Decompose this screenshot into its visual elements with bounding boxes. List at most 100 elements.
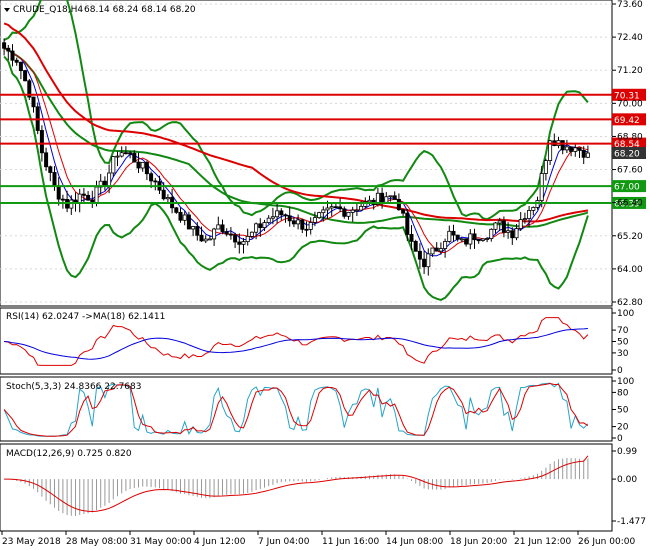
candle-body — [501, 220, 506, 233]
time-label: 26 Jun 00:00 — [578, 537, 635, 547]
macd-tick-label: 0.00 — [617, 475, 637, 485]
candle-body — [531, 207, 536, 211]
candle-body — [333, 206, 338, 209]
price-level-badge — [612, 147, 646, 159]
candle-body — [258, 223, 263, 229]
price-tick-label: 71.20 — [617, 66, 643, 76]
candle-body — [434, 247, 439, 252]
dropdown-triangle-icon[interactable] — [4, 8, 10, 12]
time-label: 31 May 00:00 — [130, 537, 192, 547]
macd-label: MACD(12,26,9) 0.725 0.820 — [6, 449, 132, 459]
candle-body — [543, 160, 548, 174]
candle-body — [560, 140, 565, 151]
candle-body — [31, 96, 36, 108]
candle-body — [472, 233, 477, 241]
candle-body — [228, 233, 233, 236]
price-level-badge — [612, 137, 646, 150]
macd-panel[interactable]: MACD(12,26,9) 0.725 0.820 — [0, 443, 613, 532]
symbol-label: CRUDE_Q18,H4 — [13, 5, 83, 15]
candle-body — [287, 215, 292, 222]
candle-body — [367, 199, 372, 203]
candle-body — [52, 172, 57, 187]
candle-body — [249, 231, 254, 237]
candle-body — [338, 206, 343, 210]
candle-body — [111, 156, 116, 174]
price-level-badge — [612, 180, 646, 193]
candle-body — [136, 161, 141, 169]
candle-body — [422, 258, 427, 268]
candle-body — [304, 228, 309, 231]
candle-body — [195, 226, 200, 236]
price-tick-label: 70.00 — [617, 99, 643, 109]
candle-body — [86, 194, 91, 201]
candle-body — [48, 166, 53, 173]
candle-body — [10, 50, 15, 61]
time-label: 18 Jun 20:00 — [450, 537, 507, 547]
price-axis: 73.60 72.40 71.20 70.00 68.80 67.60 66.40 65.20… — [612, 0, 643, 308]
candle-body — [161, 189, 166, 200]
candle-body — [132, 152, 137, 163]
candle-body — [426, 253, 431, 268]
candle-body — [81, 193, 86, 196]
candle-body — [380, 192, 385, 203]
candle-body — [144, 162, 149, 175]
rsi-line — [4, 317, 589, 366]
candle-body — [56, 185, 61, 200]
bollinger-bands — [3, 0, 589, 301]
stoch-tick-label: 20 — [617, 423, 629, 433]
candle-body — [493, 222, 498, 230]
candle-body — [577, 147, 582, 151]
time-label: 7 Jun 04:00 — [258, 537, 310, 547]
candle-body — [216, 224, 221, 230]
candle-body — [18, 61, 23, 72]
time-label: 23 May 2018 — [2, 537, 61, 547]
stochastic-panel[interactable]: Stoch(5,3,3) 24.8366 22.7683 — [0, 376, 613, 442]
time-label: 14 Jun 08:00 — [386, 537, 443, 547]
candle-body — [254, 223, 259, 233]
rsi-panel[interactable]: RSI(14) 62.0247 ->MA(18) 62.1411 — [0, 307, 613, 375]
stoch-tick-label: 80 — [617, 388, 629, 398]
ma-long-green-line — [3, 47, 589, 228]
price-tick-label: 68.80 — [617, 132, 643, 142]
candle-body — [165, 197, 170, 200]
candle-body — [94, 186, 99, 203]
price-tick-label: 73.60 — [617, 0, 643, 10]
candle-body — [451, 230, 456, 236]
candle-body — [581, 150, 586, 158]
candle-body — [123, 152, 128, 155]
candle-body — [438, 248, 443, 252]
rsi-ma-line — [4, 328, 588, 360]
candle-body — [275, 210, 280, 218]
time-label: 4 Jun 12:00 — [194, 537, 246, 547]
candle-body — [245, 235, 250, 243]
candle-body — [459, 238, 464, 241]
candle-body — [548, 140, 553, 161]
candle-body — [325, 207, 330, 211]
candle-body — [203, 238, 208, 242]
price-tick-label: 67.60 — [617, 166, 643, 176]
candle-body — [510, 230, 515, 239]
candle-body — [342, 208, 347, 217]
candle-body — [14, 59, 19, 63]
candle-body — [300, 219, 305, 230]
candle-body — [182, 214, 187, 221]
candle-body — [480, 238, 485, 241]
candle-body — [266, 217, 271, 223]
rsi-tick-label: 70 — [617, 326, 629, 336]
candle-body — [485, 238, 490, 240]
price-tick-label: 62.80 — [617, 298, 643, 308]
bollinger-lower-line — [3, 55, 589, 301]
candle-body — [476, 239, 481, 242]
macd-tick-label: 0.99 — [617, 447, 637, 457]
candle-body — [241, 241, 246, 245]
candle-body — [430, 247, 435, 255]
candle-body — [354, 209, 359, 212]
candle-body — [573, 147, 578, 152]
candle-body — [60, 198, 65, 201]
candle-body — [489, 228, 494, 239]
candle-body — [447, 230, 452, 242]
